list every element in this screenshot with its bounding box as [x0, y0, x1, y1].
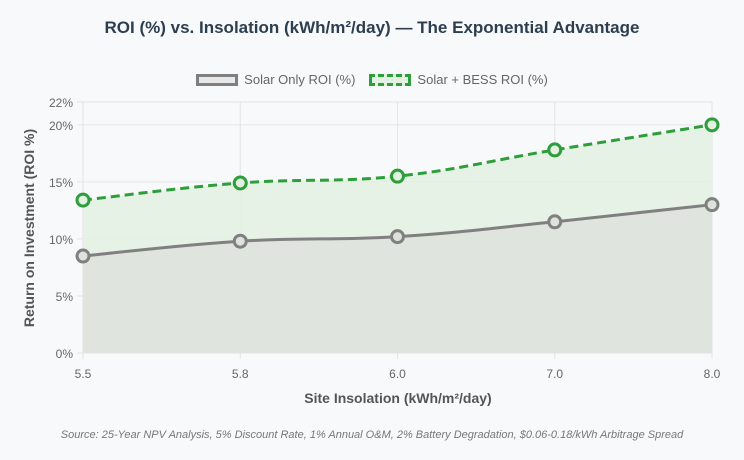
legend-label-solar-only: Solar Only ROI (%) — [244, 72, 356, 87]
y-tick-label: 5% — [56, 290, 74, 304]
data-point-solar-bess — [547, 142, 563, 158]
data-point-solar-only — [75, 248, 91, 264]
legend-label-solar-bess: Solar + BESS ROI (%) — [417, 72, 548, 87]
chart-title: ROI (%) vs. Insolation (kWh/m²/day) — Th… — [104, 18, 640, 37]
y-tick-label: 0% — [56, 347, 74, 361]
y-tick-label: 20% — [49, 119, 73, 133]
legend-item-solar-bess[interactable]: Solar + BESS ROI (%) — [369, 72, 548, 87]
y-tick-label: 10% — [49, 233, 73, 247]
source-note: Source: 25-Year NPV Analysis, 5% Discoun… — [60, 429, 684, 441]
data-point-solar-only — [704, 197, 720, 213]
data-point-solar-bess — [390, 168, 405, 184]
data-point-solar-bess — [704, 117, 720, 133]
legend-swatch-solar-bess — [369, 73, 412, 86]
y-tick-label: 22% — [49, 96, 73, 110]
x-axis-ticks: 5.5 5.8 6.0 7.0 8.0 — [75, 367, 721, 381]
x-tick-label: 7.0 — [546, 367, 563, 381]
y-axis-label: Return on Investment (ROI %) — [21, 129, 37, 327]
series-points — [75, 117, 720, 264]
data-point-solar-only — [547, 214, 563, 230]
x-tick-label: 6.0 — [389, 367, 406, 381]
x-tick-label: 8.0 — [704, 367, 721, 381]
x-axis-label: Site Insolation (kWh/m²/day) — [304, 390, 491, 406]
y-axis-ticks: 0% 5% 10% 15% 20% 22% — [49, 96, 73, 361]
legend-swatch-solar-only — [196, 73, 239, 86]
data-point-solar-bess — [75, 192, 91, 208]
x-tick-label: 5.8 — [232, 367, 249, 381]
y-tick-label: 15% — [49, 176, 73, 190]
data-point-solar-only — [390, 229, 405, 245]
legend: Solar Only ROI (%) Solar + BESS ROI (%) — [0, 72, 744, 87]
legend-item-solar-only[interactable]: Solar Only ROI (%) — [196, 72, 355, 87]
data-point-solar-bess — [232, 175, 248, 191]
x-tick-label: 5.5 — [75, 367, 92, 381]
data-point-solar-only — [232, 233, 248, 249]
